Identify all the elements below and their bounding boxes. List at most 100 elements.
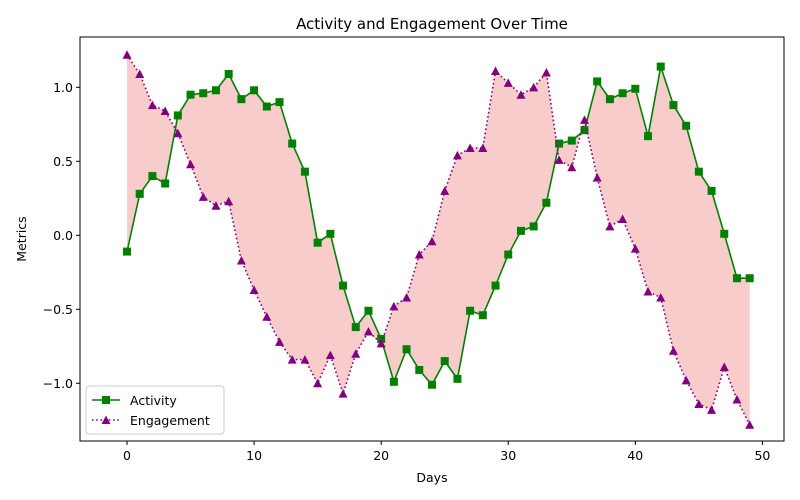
data-point-activity [148, 172, 157, 181]
data-point-engagement [147, 100, 157, 110]
legend-activity-label: Activity [130, 393, 177, 408]
data-point-activity [720, 229, 729, 238]
data-point-engagement [567, 162, 577, 172]
data-point-activity [428, 380, 436, 389]
data-point-engagement [198, 192, 208, 201]
fill-between-region [127, 54, 750, 425]
data-point-engagement [338, 389, 348, 398]
data-point-activity [707, 186, 716, 195]
data-point-engagement [363, 326, 373, 336]
data-point-engagement [440, 186, 450, 195]
data-point-activity [173, 111, 182, 120]
data-point-engagement [503, 78, 513, 87]
data-point-activity [542, 198, 551, 207]
data-point-activity [199, 89, 208, 98]
y-tick-label: 1.0 [53, 80, 73, 95]
data-point-engagement [465, 143, 475, 152]
data-point-activity [516, 226, 525, 235]
series-engagement [122, 50, 755, 429]
data-point-engagement [135, 69, 145, 78]
legend: Activity Engagement [85, 385, 225, 435]
data-point-engagement [681, 375, 691, 385]
data-point-activity [326, 229, 335, 238]
data-point-activity [732, 274, 741, 283]
data-point-engagement [287, 355, 297, 364]
data-point-engagement [236, 255, 246, 265]
data-point-engagement [732, 395, 742, 404]
data-point-engagement [745, 420, 755, 429]
plot-frame [79, 36, 785, 442]
data-point-engagement [529, 82, 539, 92]
x-axis-label: Days [416, 470, 447, 485]
y-tick-label: −0.5 [43, 302, 73, 317]
data-point-activity [644, 132, 653, 141]
data-point-activity [682, 121, 691, 130]
data-point-activity [313, 238, 322, 247]
x-tick-label: 40 [627, 448, 643, 463]
data-point-engagement [630, 244, 640, 253]
x-tick-label: 50 [754, 448, 770, 463]
y-axis-label: Metrics [14, 216, 29, 261]
series-lines [122, 50, 755, 429]
data-point-engagement [173, 128, 183, 138]
legend-activity-marker [102, 396, 110, 404]
data-point-engagement [325, 350, 335, 360]
data-point-engagement [262, 312, 272, 321]
data-point-engagement [605, 221, 615, 231]
x-tick-label: 10 [246, 448, 262, 463]
x-tick-label: 30 [500, 448, 516, 463]
data-point-engagement [554, 155, 564, 164]
series-activity [123, 62, 754, 389]
data-point-engagement [656, 292, 666, 302]
data-point-engagement [579, 115, 589, 124]
data-point-engagement [122, 50, 132, 59]
data-point-activity [593, 77, 602, 86]
fill-between-area [127, 54, 750, 425]
data-point-engagement [249, 285, 259, 295]
data-point-activity [135, 189, 144, 198]
data-point-engagement [618, 214, 628, 224]
data-point-engagement [389, 301, 399, 311]
data-point-engagement [414, 250, 424, 259]
data-point-activity [478, 311, 487, 320]
data-point-engagement [694, 399, 704, 408]
data-point-engagement [719, 362, 729, 372]
data-point-activity [262, 102, 271, 111]
x-tick-label: 20 [373, 448, 389, 463]
data-point-activity [605, 95, 614, 104]
data-point-activity [466, 306, 475, 315]
data-point-engagement [478, 143, 488, 152]
data-point-activity [694, 167, 703, 176]
data-point-activity [186, 90, 195, 99]
data-point-activity [250, 86, 259, 95]
data-point-engagement [707, 405, 717, 414]
data-point-engagement [541, 68, 551, 77]
y-tick-label: 0.5 [53, 154, 73, 169]
data-point-activity [580, 126, 589, 135]
data-point-activity [567, 136, 576, 145]
y-tick-label: 0.0 [53, 228, 73, 243]
y-axis: −1.0 −0.5 0.0 0.5 1.0 [43, 80, 80, 391]
data-point-activity [339, 281, 348, 290]
data-point-engagement [376, 338, 386, 348]
data-point-activity [161, 179, 170, 188]
data-point-engagement [592, 173, 602, 182]
data-point-activity [224, 69, 233, 78]
data-point-activity [618, 89, 627, 98]
data-point-engagement [402, 292, 412, 302]
data-point-activity [275, 98, 284, 107]
data-point-activity [491, 281, 500, 290]
x-axis: 0 10 20 30 40 50 [123, 441, 770, 463]
data-point-activity [288, 139, 297, 148]
data-point-engagement [224, 196, 234, 206]
chart-title: Activity and Engagement Over Time [296, 15, 568, 33]
data-point-activity [300, 167, 309, 176]
data-point-activity [402, 345, 411, 354]
x-tick-label: 0 [123, 448, 131, 463]
data-point-engagement [668, 346, 678, 355]
data-point-activity [656, 62, 665, 71]
data-point-engagement [300, 355, 310, 364]
data-point-engagement [211, 201, 221, 210]
y-tick-label: −1.0 [43, 376, 73, 391]
